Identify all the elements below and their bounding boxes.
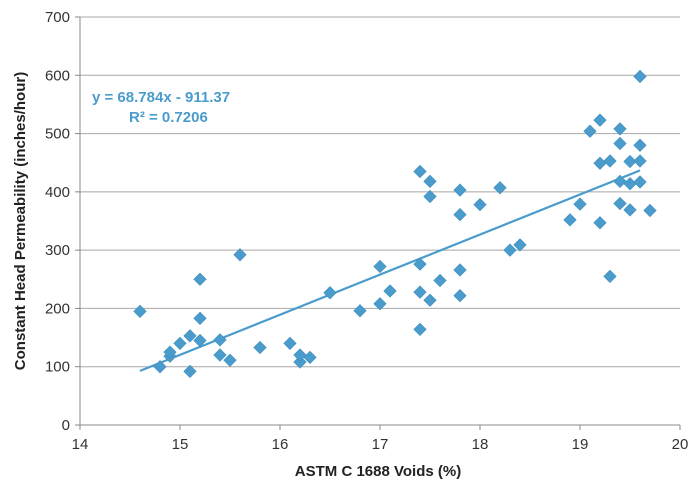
x-tick-label: 14 (72, 436, 89, 453)
data-point (283, 336, 297, 351)
data-point (413, 322, 427, 337)
data-point (613, 174, 627, 188)
data-point (643, 203, 657, 218)
data-point (603, 269, 617, 283)
data-point (193, 311, 207, 325)
tick-labels: 0 100 200 300 400 500 600 700 14 15 16 17 18 19 20 (45, 9, 688, 453)
y-axis-title: Constant Head Permeability (inches/hour) (12, 72, 29, 370)
data-points (133, 69, 657, 379)
data-point (413, 285, 427, 299)
trendline-equation: y = 68.784x - 911.37 (92, 89, 230, 106)
data-point (413, 257, 427, 271)
data-point (223, 353, 237, 367)
y-tick-label: 600 (45, 67, 70, 84)
x-tick-label: 19 (572, 436, 589, 453)
data-point (453, 288, 467, 303)
data-point (253, 340, 267, 355)
data-point (373, 297, 387, 311)
data-point (173, 336, 187, 351)
data-point (453, 207, 467, 222)
data-point (233, 248, 247, 262)
x-axis-title: ASTM C 1688 Voids (%) (295, 463, 461, 480)
data-point (353, 304, 367, 318)
data-point (323, 286, 337, 300)
y-tick-label: 700 (45, 9, 70, 26)
r-squared-label: R² = 0.7206 (129, 109, 208, 126)
data-point (573, 197, 587, 211)
data-point (453, 263, 467, 277)
data-point (193, 272, 207, 286)
data-point (133, 304, 147, 318)
data-point (623, 154, 637, 169)
data-point (633, 154, 647, 168)
gridlines (80, 16, 680, 368)
data-point (183, 329, 197, 343)
data-point (213, 348, 227, 362)
data-point (493, 181, 507, 195)
data-point (213, 333, 227, 347)
data-point (613, 136, 627, 151)
y-tick-label: 300 (45, 242, 70, 259)
data-point (563, 213, 577, 227)
y-tick-label: 500 (45, 126, 70, 143)
data-point (593, 216, 607, 230)
data-point (423, 174, 437, 188)
data-point (473, 198, 487, 212)
data-point (423, 293, 437, 307)
data-point (633, 175, 647, 189)
data-point (503, 243, 517, 257)
axes (75, 16, 681, 430)
data-point (513, 238, 527, 252)
y-tick-label: 100 (45, 359, 70, 376)
data-point (293, 355, 307, 369)
data-point (293, 348, 307, 362)
x-tick-label: 18 (472, 436, 489, 453)
data-point (623, 203, 637, 217)
y-tick-label: 200 (45, 300, 70, 317)
data-point (613, 122, 627, 136)
data-point (423, 189, 437, 204)
data-point (613, 196, 627, 211)
x-tick-label: 16 (272, 436, 289, 453)
x-tick-label: 17 (372, 436, 389, 453)
data-point (633, 69, 647, 84)
data-point (163, 345, 177, 359)
data-point (453, 183, 467, 197)
data-point (633, 138, 647, 152)
data-point (373, 259, 387, 274)
data-point (603, 154, 617, 168)
y-tick-label: 400 (45, 184, 70, 201)
data-point (193, 333, 207, 348)
x-tick-label: 15 (172, 436, 189, 453)
data-point (413, 164, 427, 179)
x-tick-label: 20 (672, 436, 689, 453)
data-point (433, 273, 447, 288)
y-tick-label: 0 (62, 417, 70, 434)
data-point (183, 364, 197, 379)
data-point (303, 350, 317, 365)
data-point (583, 124, 597, 138)
data-point (593, 113, 607, 127)
data-point (383, 284, 397, 298)
data-point (153, 360, 167, 374)
